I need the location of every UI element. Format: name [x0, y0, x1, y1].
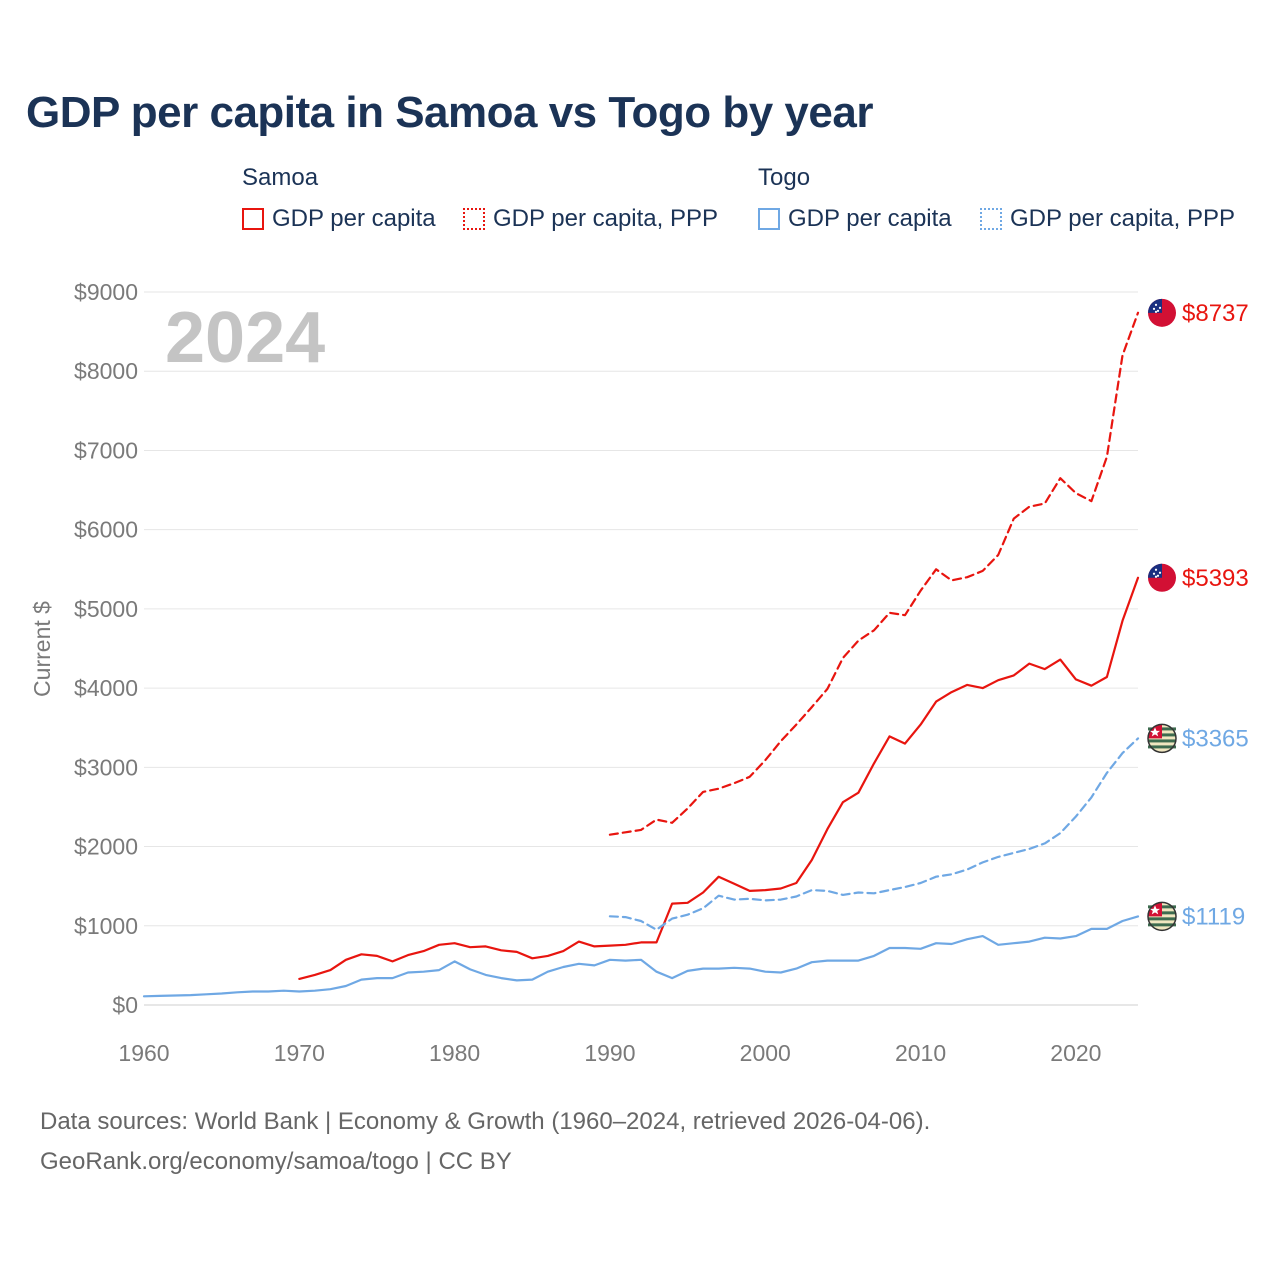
y-tick-label: $7000	[74, 437, 138, 463]
y-tick-label: $5000	[74, 596, 138, 622]
x-tick-label: 1960	[118, 1040, 169, 1066]
legend-group-samoa: Samoa	[242, 164, 319, 191]
samoa-flag-icon	[1148, 298, 1176, 327]
legend-samoa-gdp-ppp[interactable]: GDP per capita, PPP	[463, 205, 718, 233]
legend-swatch-solid-icon	[242, 208, 264, 230]
x-tick-label: 1990	[584, 1040, 635, 1066]
x-axis-ticks: 1960 1970 1980 1990 2000 2010 2020	[118, 1040, 1101, 1066]
x-tick-label: 1980	[429, 1040, 480, 1066]
samoa-flag-icon	[1148, 563, 1176, 592]
y-tick-label: $1000	[74, 913, 138, 939]
grid	[144, 291, 1138, 1006]
legend-label: GDP per capita, PPP	[1010, 205, 1235, 232]
legend-label: GDP per capita	[788, 205, 952, 232]
y-axis-ticks: $0 $1000 $2000 $3000 $4000 $5000 $6000 $7000 $80…	[74, 279, 138, 1018]
end-value-label: $3365	[1182, 725, 1249, 752]
legend-swatch-dotted-icon	[463, 208, 485, 230]
end-value-label: $1119	[1182, 903, 1245, 930]
y-tick-label: $6000	[74, 517, 138, 543]
legend-label: GDP per capita	[272, 205, 436, 232]
series-line-samoa-gdp-per-capita-ppp[interactable]	[608, 311, 1140, 836]
series-line-togo-gdp-per-capita-ppp[interactable]	[608, 737, 1140, 931]
end-value-label: $5393	[1182, 565, 1249, 592]
x-tick-label: 1970	[274, 1040, 325, 1066]
y-tick-label: $0	[112, 992, 138, 1018]
legend-label: GDP per capita, PPP	[493, 205, 718, 232]
y-tick-label: $3000	[74, 754, 138, 780]
x-tick-label: 2000	[740, 1040, 791, 1066]
togo-flag-icon	[1147, 901, 1177, 932]
series-lines	[142, 311, 1140, 998]
togo-flag-icon	[1147, 723, 1177, 754]
end-labels: $8737 $5393 $3365 $1119	[1147, 298, 1249, 932]
y-tick-label: $2000	[74, 834, 138, 860]
y-tick-label: $4000	[74, 675, 138, 701]
legend-swatch-solid-icon	[758, 208, 780, 230]
chart-title: GDP per capita in Samoa vs Togo by year	[26, 88, 873, 137]
y-tick-label: $9000	[74, 279, 138, 305]
legend-samoa-gdp[interactable]: GDP per capita	[242, 205, 436, 233]
legend-swatch-dotted-icon	[980, 208, 1002, 230]
x-tick-label: 2010	[895, 1040, 946, 1066]
y-axis-label: Current $	[29, 601, 55, 697]
year-watermark: 2024	[165, 298, 325, 378]
end-value-label: $8737	[1182, 300, 1249, 327]
footer-sources: Data sources: World Bank | Economy & Gro…	[40, 1108, 931, 1135]
line-chart: 2024 Current $ $0 $1000 $2000 $3000 $4000 $50…	[29, 279, 1249, 1066]
legend-group-togo: Togo	[758, 164, 811, 191]
y-tick-label: $8000	[74, 358, 138, 384]
series-line-samoa-gdp-per-capita[interactable]	[298, 576, 1140, 980]
legend-togo-gdp[interactable]: GDP per capita	[758, 205, 952, 233]
series-line-togo-gdp-per-capita[interactable]	[142, 915, 1140, 998]
footer-attribution[interactable]: GeoRank.org/economy/samoa/togo | CC BY	[40, 1148, 512, 1175]
legend-togo-gdp-ppp[interactable]: GDP per capita, PPP	[980, 205, 1235, 233]
x-tick-label: 2020	[1050, 1040, 1101, 1066]
